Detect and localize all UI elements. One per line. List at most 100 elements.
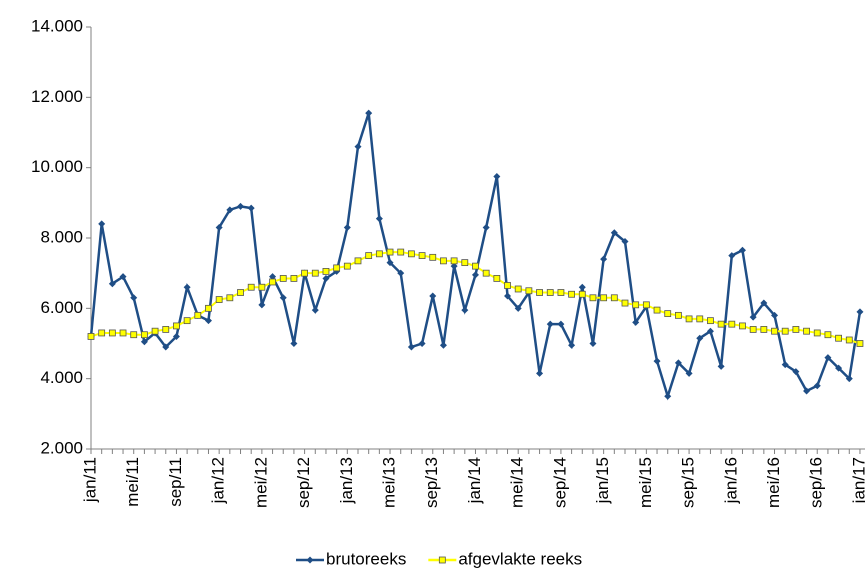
point [600, 255, 608, 263]
point [589, 294, 597, 302]
point [365, 109, 373, 117]
legend-label: afgevlakte reeks [458, 549, 582, 568]
point [440, 257, 447, 265]
point [140, 331, 148, 339]
point [258, 301, 266, 309]
y-tick-label: 2.000 [40, 438, 83, 457]
point [322, 268, 330, 275]
point [119, 273, 127, 281]
point [397, 269, 405, 277]
point [536, 289, 543, 296]
point [162, 343, 170, 351]
point [717, 320, 725, 328]
point [845, 375, 853, 383]
x-tick-label: jan/15 [593, 457, 612, 504]
point [215, 223, 223, 231]
point [728, 320, 736, 328]
point [172, 332, 180, 340]
point [183, 317, 191, 325]
point [205, 304, 212, 312]
point [568, 290, 575, 298]
x-tick-label: jan/13 [337, 457, 356, 504]
legend-label: brutoreeks [326, 549, 406, 568]
point [749, 313, 757, 321]
point [835, 364, 843, 372]
point [311, 306, 319, 314]
point [151, 327, 159, 335]
point [407, 343, 415, 351]
point [354, 257, 362, 265]
point [696, 334, 704, 342]
point [493, 172, 501, 180]
x-tick-label: mei/13 [380, 457, 399, 508]
point [130, 294, 138, 302]
point [226, 294, 234, 302]
point [706, 327, 714, 335]
point [749, 326, 757, 333]
y-tick-label: 10.000 [31, 157, 83, 176]
point [98, 329, 106, 337]
point [792, 368, 800, 376]
point [514, 285, 522, 293]
point [739, 322, 746, 330]
point [685, 315, 693, 323]
point [771, 311, 779, 319]
point [194, 311, 202, 319]
point [504, 292, 512, 300]
point [290, 275, 298, 282]
point [717, 362, 725, 370]
point [279, 275, 287, 282]
point [546, 320, 554, 328]
point [461, 306, 469, 314]
point [365, 252, 373, 259]
point [856, 308, 864, 316]
y-tick-label: 12.000 [31, 87, 83, 106]
y-tick-label: 6.000 [40, 298, 83, 317]
x-tick-label: sep/15 [679, 457, 698, 508]
point [514, 304, 522, 312]
point [279, 294, 287, 302]
point [173, 322, 180, 330]
point [311, 269, 319, 277]
series-line [89, 112, 862, 401]
x-tick-label: jan/11 [80, 457, 99, 503]
point [707, 317, 714, 325]
point [418, 340, 426, 347]
point [215, 296, 223, 303]
point [664, 392, 672, 400]
point [439, 341, 447, 349]
point [781, 327, 789, 335]
x-tick-label: sep/12 [294, 457, 313, 508]
point [301, 269, 309, 277]
point [557, 320, 565, 328]
point [108, 280, 116, 288]
x-tick-label: mei/14 [508, 457, 527, 508]
point [728, 252, 736, 260]
point [450, 257, 458, 265]
point [781, 361, 789, 369]
x-tick-label: jan/12 [209, 457, 228, 504]
point [546, 289, 554, 296]
point [429, 292, 437, 300]
point [269, 278, 276, 286]
x-tick-label: jan/14 [465, 457, 484, 504]
point [642, 301, 650, 309]
y-tick-label: 8.000 [40, 227, 83, 246]
point [237, 202, 245, 210]
x-tick-label: mei/11 [123, 457, 142, 507]
y-tick-label: 14.000 [31, 16, 83, 35]
point [835, 334, 842, 342]
point [343, 262, 351, 270]
legend-marker [306, 556, 314, 564]
y-tick-label: 4.000 [40, 368, 83, 387]
point [407, 250, 415, 258]
point [343, 223, 351, 231]
point [813, 329, 821, 337]
point [664, 310, 672, 318]
x-tick-label: mei/12 [251, 457, 270, 508]
point [738, 246, 746, 254]
point [696, 315, 704, 323]
point [557, 289, 565, 296]
point [493, 275, 501, 282]
point [258, 283, 266, 291]
